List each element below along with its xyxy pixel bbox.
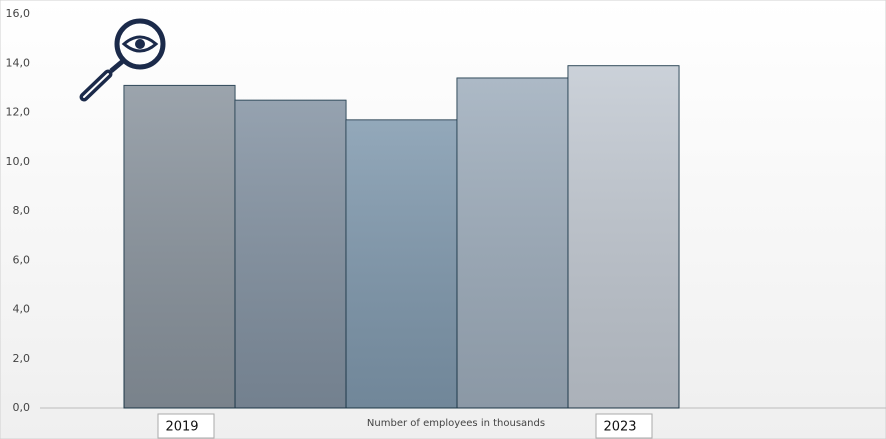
y-tick-label: 8,0 <box>13 204 31 217</box>
bar-shade <box>235 100 346 408</box>
x-tick-box <box>157 413 215 439</box>
y-tick-label: 14,0 <box>6 56 31 69</box>
y-tick-label: 10,0 <box>6 155 31 168</box>
x-tick-label: 2023 <box>603 420 636 435</box>
y-tick-label: 6,0 <box>13 253 31 266</box>
bar-shade <box>568 65 679 409</box>
magnifier-icon <box>79 18 166 102</box>
y-tick-label: 2,0 <box>13 352 31 365</box>
y-tick-label: 16,0 <box>6 7 31 20</box>
bar-shade <box>457 78 568 409</box>
x-axis-label: Number of employees in thousands <box>367 418 545 429</box>
y-tick-label: 4,0 <box>13 303 31 316</box>
bar-shade <box>124 85 235 408</box>
y-tick-label: 0,0 <box>13 401 31 414</box>
y-tick-label: 12,0 <box>6 106 31 119</box>
x-tick-box <box>595 413 653 439</box>
x-tick-label: 2019 <box>165 420 198 435</box>
bars <box>123 65 680 409</box>
bar-shade <box>346 119 457 408</box>
